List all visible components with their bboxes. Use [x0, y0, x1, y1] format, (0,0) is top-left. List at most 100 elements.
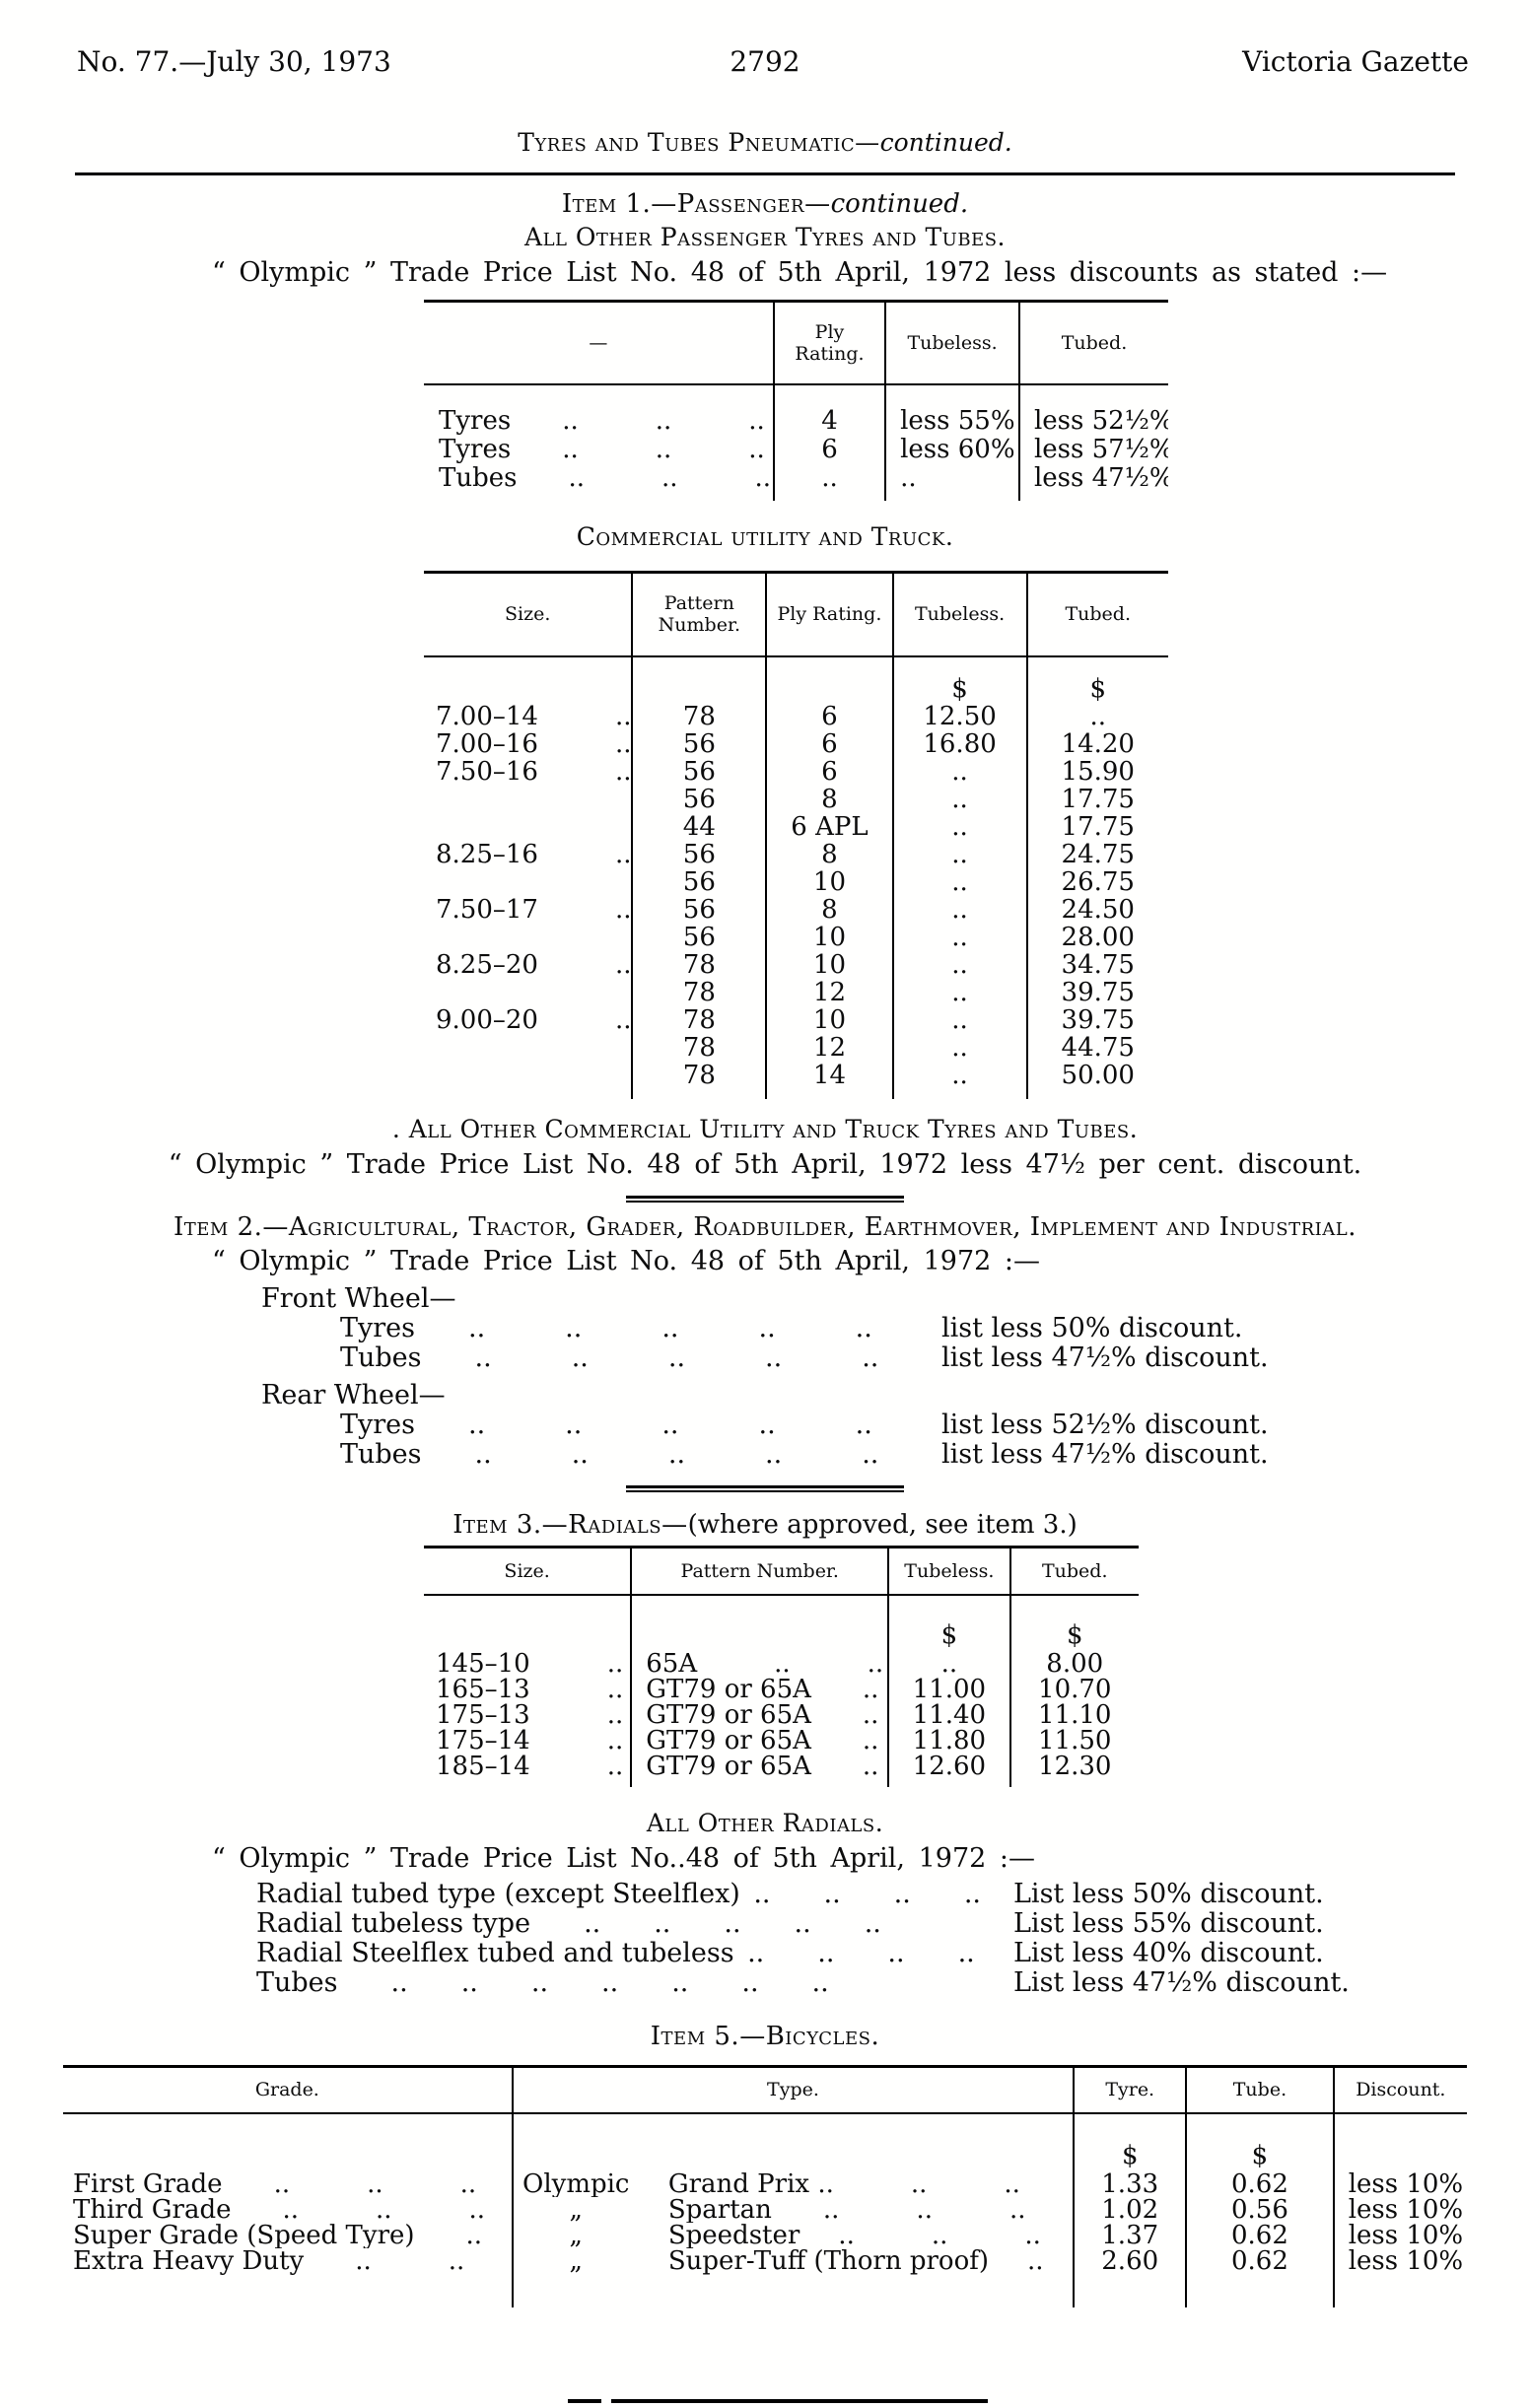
- table-cell: less 55%: [884, 383, 1019, 436]
- table-cell: Tubes .. .. ..: [439, 463, 772, 493]
- table-cell: 44.75: [1025, 1034, 1168, 1062]
- table-cell: 6 APL: [765, 813, 893, 841]
- table-cell: Grand Prix .. .. ..: [667, 2171, 1020, 2197]
- radial-steelflex-row: Radial Steelflex tubed and tubeless .. .…: [256, 1937, 1530, 1968]
- table-cell: 11.40: [887, 1701, 1010, 1728]
- table-cell: Third Grade .. .. ..: [73, 2197, 486, 2223]
- table-row: 56 10.. 28.00: [424, 924, 1168, 951]
- table-cell: 39.75: [1025, 1006, 1168, 1034]
- front-tyres-row: Tyres .. .. .. .. .. list less 50% disco…: [340, 1314, 1530, 1343]
- table-cell: 56: [631, 730, 767, 758]
- table-cell: 8.00: [1008, 1650, 1139, 1677]
- rear-tubes-row: Tubes .. .. .. .. .. list less 47½% disc…: [340, 1440, 1530, 1470]
- table-row: 185–14 .. GT79 or 65A .. 12.60 12.30: [424, 1753, 1139, 1787]
- dot-leader: .. .. .. .. ..: [421, 1342, 879, 1373]
- front-wheel-title: Front Wheel—: [261, 1283, 456, 1314]
- document-title-continued: continued.: [879, 128, 1012, 157]
- table-cell: 2.60: [1073, 2248, 1187, 2307]
- all-other-radials-heading: All Other Radials.: [646, 1808, 884, 1837]
- table-cell: ..: [891, 758, 1027, 786]
- document-title-main: Tyres and Tubes Pneumatic—: [518, 128, 880, 157]
- table-cell: 16.80: [891, 730, 1027, 758]
- table-row: 175–13 .. GT79 or 65A .. 11.40 11.10: [424, 1701, 1139, 1728]
- column-header-type: Type.: [511, 2066, 1075, 2114]
- row-label: Tubes: [340, 1342, 422, 1373]
- table-cell: [424, 868, 632, 896]
- table-cell: 56: [631, 841, 767, 868]
- page-number: 2792: [730, 45, 800, 78]
- table-cell: GT79 or 65A ..: [630, 1727, 889, 1754]
- rear-wheel-title: Rear Wheel—: [261, 1380, 446, 1410]
- issue-date: No. 77.—July 30, 1973: [77, 45, 391, 78]
- table-cell: 0.62: [1185, 2248, 1334, 2307]
- row-label: Radial tubeless type: [256, 1907, 531, 1939]
- table-cell: Olympic: [511, 2171, 639, 2197]
- table-cell: less 47½%: [1017, 463, 1168, 501]
- table-cell: ..: [891, 924, 1027, 951]
- table-cell: 78: [631, 1062, 767, 1099]
- column-header-blank: —: [424, 301, 774, 385]
- table-cell: 34.75: [1025, 951, 1168, 979]
- table-cell: ..: [891, 979, 1027, 1006]
- table-cell: less 57½%: [1017, 435, 1168, 464]
- table-row: Tyres .. .. .. 6 less 60% less 57½%: [424, 435, 1168, 464]
- document-title: Tyres and Tubes Pneumatic—continued.: [0, 128, 1530, 157]
- table-cell: less 10%: [1332, 2171, 1467, 2197]
- table-row: Third Grade .. .. .. „ Spartan .. .. .. 1.0…: [63, 2197, 1467, 2223]
- column-header-tubeless: Tubeless.: [884, 301, 1019, 385]
- row-label: Tubes: [256, 1966, 338, 1998]
- table-cell: „: [511, 2248, 639, 2307]
- column-header-tubeless: Tubeless.: [891, 572, 1027, 657]
- table-cell: 8.25–20 ..: [436, 951, 632, 979]
- table-cell: ..: [891, 896, 1027, 924]
- table-cell: ..: [891, 841, 1027, 868]
- table-cell: ..: [884, 463, 1019, 501]
- column-header-tube: Tube.: [1185, 2066, 1334, 2114]
- table-row: 56 8.. 17.75: [424, 786, 1168, 813]
- table-row: 78 12.. 39.75: [424, 979, 1168, 1006]
- table-cell: 78: [631, 951, 767, 979]
- column-header-size: Size.: [424, 1547, 632, 1596]
- table-row: 44 6 APL.. 17.75: [424, 813, 1168, 841]
- table-cell: 6: [765, 703, 893, 730]
- table-row: 175–14 .. GT79 or 65A .. 11.80 11.50: [424, 1727, 1139, 1754]
- column-header-tubed: Tubed.: [1017, 301, 1168, 385]
- bottom-partial-rule: [568, 2399, 988, 2403]
- item1-intro: “ Olympic ” Trade Price List No. 48 of 5…: [212, 257, 1388, 288]
- table-cell: 7.50–16 ..: [436, 758, 632, 786]
- item1-heading: Item 1.—Passenger—continued.: [561, 189, 969, 219]
- table-cell: 10: [765, 868, 893, 896]
- table-cell: 12.30: [1008, 1753, 1139, 1787]
- table-cell: 65A .. ..: [630, 1650, 889, 1677]
- section-divider: [626, 1485, 904, 1492]
- table-row: Super Grade (Speed Tyre) .. „ Speedster ..…: [63, 2223, 1467, 2248]
- table-cell: 175–14 ..: [436, 1727, 624, 1754]
- table-cell: [424, 786, 632, 813]
- table-cell: 145–10 ..: [436, 1650, 624, 1677]
- table-cell: First Grade .. .. ..: [73, 2171, 477, 2197]
- table-cell: [424, 924, 632, 951]
- table-cell: 6: [765, 730, 893, 758]
- dot-leader: .. .. .. ..: [733, 1937, 975, 1968]
- column-header-tubeless: Tubeless.: [887, 1547, 1010, 1596]
- table-cell: 17.75: [1025, 786, 1168, 813]
- commercial-truck-table: Size. Pattern Number. Ply Rating. Tubele…: [424, 570, 1168, 1099]
- item3-intro: “ Olympic ” Trade Price List No..48 of 5…: [212, 1842, 1035, 1874]
- column-header-pattern: Pattern Number.: [630, 1547, 889, 1596]
- row-label: Tubes: [340, 1439, 422, 1470]
- table-cell: Super-Tuff (Thorn proof) ..: [667, 2248, 1044, 2276]
- table-row: 78 12.. 44.75: [424, 1034, 1168, 1062]
- column-header-tubed: Tubed.: [1025, 572, 1168, 657]
- dot-leader: .. .. .. .. .. .. ..: [337, 1966, 829, 1998]
- table-cell: 10: [765, 1006, 893, 1034]
- table-cell: 56: [631, 786, 767, 813]
- table-cell: 28.00: [1025, 924, 1168, 951]
- table-cell: 4: [772, 383, 886, 436]
- radial-tubes-row: Tubes .. .. .. .. .. .. .. List less 47½…: [256, 1966, 1530, 1998]
- bicycles-table: Grade. Type. Tyre. Tube. Discount. $ $ F…: [63, 2064, 1467, 2307]
- table-cell: 11.80: [887, 1727, 1010, 1754]
- rear-tyres-row: Tyres .. .. .. .. .. list less 52½% disc…: [340, 1410, 1530, 1440]
- discount-value: List less 47½% discount.: [1013, 1966, 1350, 1998]
- table-cell: 11.00: [887, 1676, 1010, 1702]
- dot-leader: .. .. .. .. ..: [415, 1410, 872, 1440]
